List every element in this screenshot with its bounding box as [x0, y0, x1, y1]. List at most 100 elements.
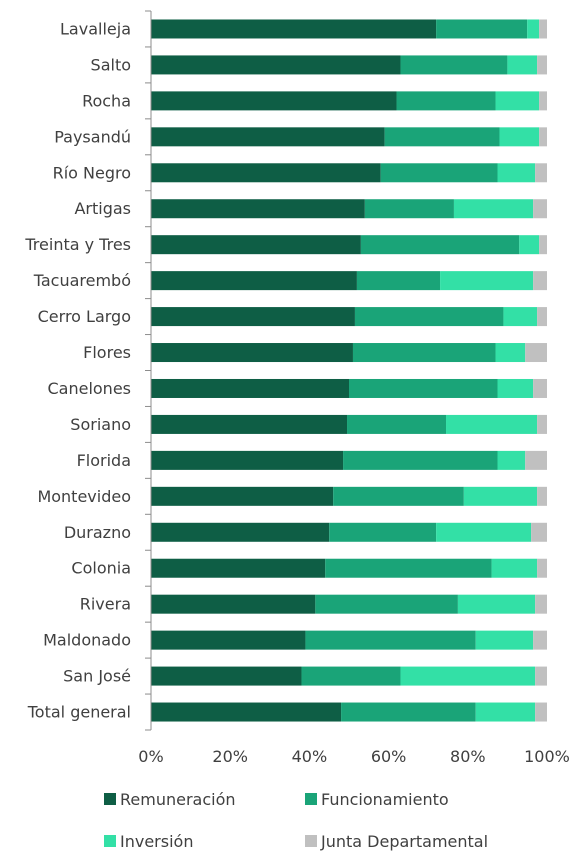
bar-segment-río-negro-funcionamiento	[380, 163, 498, 183]
legend-item-funcionamiento: Funcionamiento	[305, 790, 449, 809]
bar-segment-maldonado-inversión	[475, 630, 534, 650]
bar-segment-soriano-junta-departamental	[537, 414, 547, 434]
legend-label: Remuneración	[120, 790, 236, 809]
bar-segment-tacuarembó-funcionamiento	[356, 271, 441, 291]
bar-segment-paysandú-inversión	[499, 127, 540, 147]
bar-segment-paysandú-junta-departamental	[539, 127, 547, 147]
bar-segment-durazno-remuneración	[151, 522, 330, 542]
category-label: Rocha	[82, 91, 131, 110]
bar-segment-canelones-remuneración	[151, 378, 349, 398]
bar-segment-florida-remuneración	[151, 450, 344, 470]
category-label: Durazno	[64, 523, 131, 542]
bar-segment-salto-junta-departamental	[537, 55, 547, 75]
bar-segment-rivera-inversión	[457, 594, 536, 614]
bar-segment-lavalleja-junta-departamental	[539, 19, 547, 39]
category-label: Artigas	[74, 199, 131, 218]
bar-segment-san-josé-inversión	[400, 666, 536, 686]
bar-segment-rocha-remuneración	[151, 91, 397, 111]
bar-segment-rivera-funcionamiento	[315, 594, 458, 614]
bar-segment-río-negro-inversión	[497, 163, 536, 183]
bar-segment-lavalleja-inversión	[527, 19, 540, 39]
bar-segment-artigas-remuneración	[151, 199, 365, 219]
bar-segment-soriano-inversión	[446, 414, 538, 434]
bar-segment-treinta-y-tres-inversión	[519, 235, 540, 255]
bar-segment-total-general-remuneración	[151, 702, 342, 722]
bar-segment-maldonado-remuneración	[151, 630, 306, 650]
category-label: Soriano	[70, 415, 131, 434]
bar-segment-montevideo-funcionamiento	[333, 486, 464, 506]
category-label: Total general	[27, 703, 131, 722]
bar-segment-artigas-funcionamiento	[364, 199, 454, 219]
category-label: San José	[63, 667, 131, 686]
bar-segment-treinta-y-tres-remuneración	[151, 235, 361, 255]
bar-segment-flores-junta-departamental	[525, 343, 547, 363]
legend-item-junta-departamental: Junta Departamental	[305, 832, 488, 851]
legend-swatch	[104, 793, 116, 805]
bar-segment-rocha-inversión	[495, 91, 540, 111]
bar-segment-canelones-inversión	[497, 378, 534, 398]
category-label: Florida	[77, 451, 131, 470]
bar-segment-colonia-junta-departamental	[537, 558, 547, 578]
category-label: Rivera	[80, 595, 131, 614]
bar-segment-lavalleja-funcionamiento	[436, 19, 528, 39]
x-tick-label: 100%	[524, 747, 570, 766]
bar-segment-rocha-junta-departamental	[539, 91, 547, 111]
bar-segment-durazno-inversión	[436, 522, 532, 542]
bar-segment-paysandú-funcionamiento	[384, 127, 500, 147]
category-label: Cerro Largo	[38, 307, 131, 326]
bar-segment-durazno-junta-departamental	[531, 522, 547, 542]
category-label: Tacuarembó	[33, 271, 131, 290]
legend-swatch	[305, 835, 317, 847]
bar-segment-treinta-y-tres-junta-departamental	[539, 235, 547, 255]
bars-group	[151, 19, 547, 722]
x-tick-label: 40%	[292, 747, 328, 766]
bar-segment-río-negro-junta-departamental	[535, 163, 547, 183]
bar-segment-san-josé-remuneración	[151, 666, 302, 686]
bar-segment-canelones-funcionamiento	[349, 378, 498, 398]
bar-segment-cerro-largo-inversión	[503, 307, 538, 327]
bar-segment-paysandú-remuneración	[151, 127, 385, 147]
legend-item-inversión: Inversión	[104, 832, 193, 851]
bar-segment-tacuarembó-junta-departamental	[533, 271, 547, 291]
bar-segment-san-josé-funcionamiento	[301, 666, 401, 686]
category-label: Flores	[83, 343, 131, 362]
bar-segment-colonia-remuneración	[151, 558, 326, 578]
bar-segment-montevideo-inversión	[463, 486, 538, 506]
bar-segment-rivera-junta-departamental	[535, 594, 547, 614]
bar-segment-artigas-inversión	[453, 199, 534, 219]
bar-segment-salto-remuneración	[151, 55, 401, 75]
bar-segment-flores-remuneración	[151, 343, 353, 363]
bar-segment-soriano-remuneración	[151, 414, 348, 434]
category-label: Montevideo	[37, 487, 131, 506]
category-label: Colonia	[71, 559, 131, 578]
bar-segment-canelones-junta-departamental	[533, 378, 547, 398]
category-label: Treinta y Tres	[24, 235, 131, 254]
bar-segment-total-general-inversión	[475, 702, 536, 722]
category-label: Canelones	[47, 379, 131, 398]
legend-label: Inversión	[120, 832, 193, 851]
category-label: Lavalleja	[60, 19, 131, 38]
bar-segment-flores-inversión	[495, 343, 526, 363]
bar-segment-soriano-funcionamiento	[347, 414, 447, 434]
category-label: Río Negro	[53, 163, 131, 182]
bar-segment-salto-funcionamiento	[400, 55, 508, 75]
bar-segment-colonia-funcionamiento	[325, 558, 492, 578]
bar-segment-flores-funcionamiento	[352, 343, 496, 363]
bar-segment-tacuarembó-inversión	[440, 271, 534, 291]
bar-segment-florida-funcionamiento	[343, 450, 498, 470]
x-tick-label: 80%	[450, 747, 486, 766]
bar-segment-artigas-junta-departamental	[533, 199, 547, 219]
legend-label: Funcionamiento	[321, 790, 449, 809]
bar-segment-rivera-remuneración	[151, 594, 316, 614]
bar-segment-cerro-largo-funcionamiento	[354, 307, 504, 327]
bar-segment-rocha-funcionamiento	[396, 91, 496, 111]
bar-segment-tacuarembó-remuneración	[151, 271, 357, 291]
category-label: Salto	[91, 55, 131, 74]
bar-segment-durazno-funcionamiento	[329, 522, 437, 542]
bar-segment-cerro-largo-junta-departamental	[537, 307, 547, 327]
legend-swatch	[305, 793, 317, 805]
bar-segment-cerro-largo-remuneración	[151, 307, 355, 327]
legend-item-remuneración: Remuneración	[104, 790, 236, 809]
